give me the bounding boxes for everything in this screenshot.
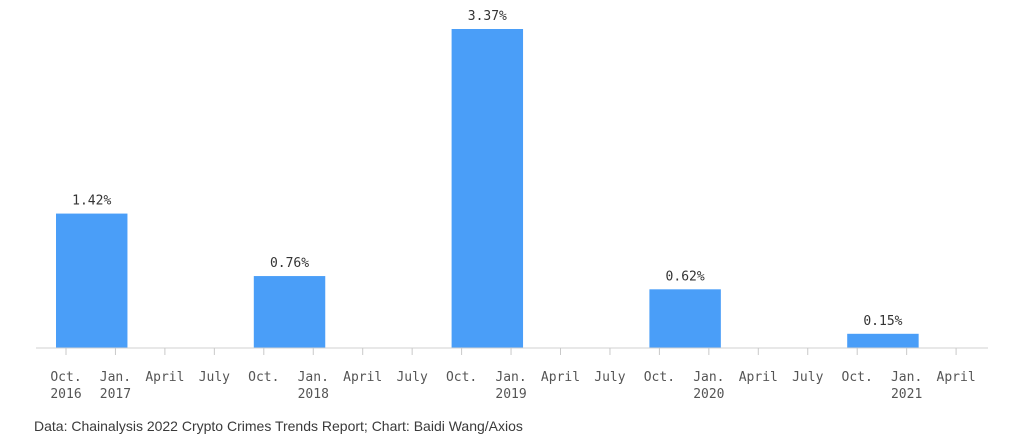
x-tick-year-label: 2018 [298,387,329,402]
source-note: Data: Chainalysis 2022 Crypto Crimes Tre… [34,418,523,434]
x-tick-label: Jan. [693,370,724,385]
x-tick-label: April [541,370,580,385]
bars-group [56,29,919,348]
x-tick-label: July [792,370,823,385]
x-tick-label: July [594,370,625,385]
x-axis-ticks: Oct. 2016 Jan. 2017 April July Oct. Jan. 2018 Apr… [50,348,976,402]
x-tick-year-label: 2017 [100,387,131,402]
x-tick-label: Jan. [100,370,131,385]
x-tick-label: April [739,370,778,385]
x-tick-label: July [199,370,230,385]
x-tick-label: July [396,370,427,385]
x-tick-year-label: 2020 [693,387,724,402]
x-tick-label: Oct. [644,370,675,385]
x-tick-label: Jan. [495,370,526,385]
bar-value-label: 0.15% [863,314,902,329]
x-tick-year-label: 2019 [495,387,526,402]
value-labels-group: 1.42% 0.76% 3.37% 0.62% 0.15% [72,9,903,329]
bar-2 [253,276,326,348]
x-tick-label: April [145,370,184,385]
bar-3 [451,29,524,348]
x-tick-label: Oct. [248,370,279,385]
bar-value-label: 0.62% [666,269,705,284]
x-tick-label: April [937,370,976,385]
x-tick-year-label: 2016 [50,387,81,402]
bar-value-label: 0.76% [270,256,309,271]
x-tick-label: April [343,370,382,385]
x-tick-label: Oct. [446,370,477,385]
x-tick-year-label: 2021 [891,387,922,402]
bar-value-label: 1.42% [72,194,111,209]
bar-value-label: 3.37% [468,9,507,24]
bar-5 [847,333,919,348]
bar-1 [56,213,128,348]
x-tick-label: Oct. [50,370,81,385]
x-tick-label: Jan. [891,370,922,385]
bar-4 [649,289,721,348]
x-tick-label: Oct. [842,370,873,385]
x-tick-label: Jan. [298,370,329,385]
